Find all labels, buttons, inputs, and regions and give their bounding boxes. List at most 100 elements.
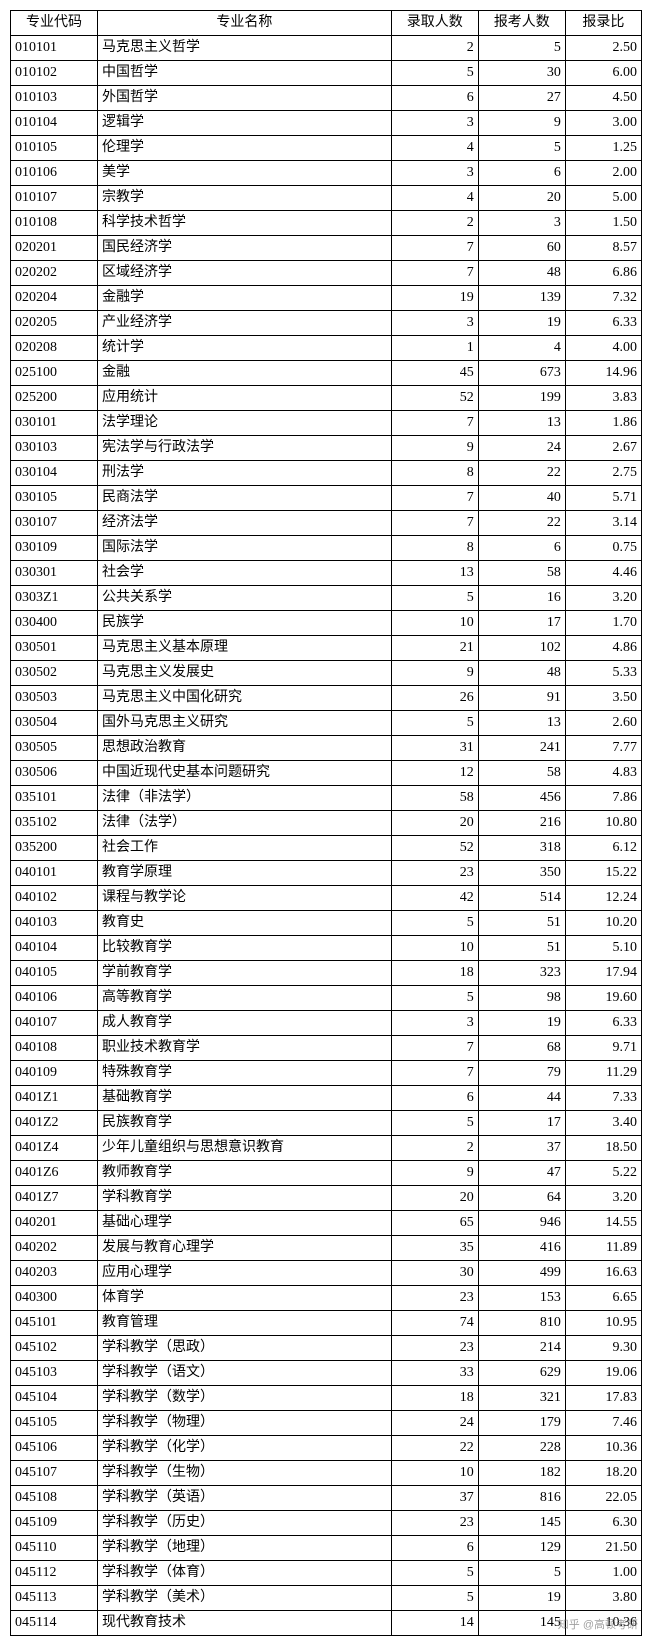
cell: 3.40 [565, 1111, 641, 1136]
table-row: 0401Z1基础教育学6447.33 [11, 1086, 642, 1111]
cell: 3.50 [565, 686, 641, 711]
cell: 8 [391, 536, 478, 561]
cell: 7 [391, 511, 478, 536]
cell: 19 [478, 1586, 565, 1611]
table-row: 030503马克思主义中国化研究26913.50 [11, 686, 642, 711]
table-row: 035200社会工作523186.12 [11, 836, 642, 861]
cell: 045112 [11, 1561, 98, 1586]
cell: 37 [478, 1136, 565, 1161]
cell: 030104 [11, 461, 98, 486]
cell: 040104 [11, 936, 98, 961]
cell: 318 [478, 836, 565, 861]
table-row: 045104学科教学（数学）1832117.83 [11, 1386, 642, 1411]
cell: 020204 [11, 286, 98, 311]
cell: 010104 [11, 111, 98, 136]
cell: 11.29 [565, 1061, 641, 1086]
cell: 教师教育学 [98, 1161, 392, 1186]
table-row: 045101教育管理7481010.95 [11, 1311, 642, 1336]
cell: 美学 [98, 161, 392, 186]
table-row: 045108学科教学（英语）3781622.05 [11, 1486, 642, 1511]
cell: 040109 [11, 1061, 98, 1086]
cell: 65 [391, 1211, 478, 1236]
cell: 10 [391, 611, 478, 636]
cell: 公共关系学 [98, 586, 392, 611]
header-apply: 报考人数 [478, 11, 565, 36]
cell: 学科教学（美术） [98, 1586, 392, 1611]
cell: 8 [391, 461, 478, 486]
cell: 3.20 [565, 1186, 641, 1211]
cell: 030505 [11, 736, 98, 761]
table-row: 045107学科教学（生物）1018218.20 [11, 1461, 642, 1486]
cell: 4.46 [565, 561, 641, 586]
cell: 宗教学 [98, 186, 392, 211]
cell: 020202 [11, 261, 98, 286]
cell: 教育史 [98, 911, 392, 936]
cell: 37 [391, 1486, 478, 1511]
cell: 5 [391, 586, 478, 611]
cell: 外国哲学 [98, 86, 392, 111]
cell: 比较教育学 [98, 936, 392, 961]
table-row: 040202发展与教育心理学3541611.89 [11, 1236, 642, 1261]
cell: 法学理论 [98, 411, 392, 436]
cell: 5.33 [565, 661, 641, 686]
cell: 030502 [11, 661, 98, 686]
cell: 42 [391, 886, 478, 911]
cell: 9 [391, 1161, 478, 1186]
cell: 040108 [11, 1036, 98, 1061]
cell: 4 [391, 136, 478, 161]
cell: 14 [391, 1611, 478, 1636]
cell: 030103 [11, 436, 98, 461]
table-row: 040104比较教育学10515.10 [11, 936, 642, 961]
cell: 9 [391, 436, 478, 461]
table-row: 030107经济法学7223.14 [11, 511, 642, 536]
cell: 民族学 [98, 611, 392, 636]
cell: 应用心理学 [98, 1261, 392, 1286]
cell: 2.67 [565, 436, 641, 461]
cell: 030101 [11, 411, 98, 436]
table-row: 0401Z2民族教育学5173.40 [11, 1111, 642, 1136]
cell: 045108 [11, 1486, 98, 1511]
table-header: 专业代码 专业名称 录取人数 报考人数 报录比 [11, 11, 642, 36]
cell: 8.57 [565, 236, 641, 261]
cell: 040201 [11, 1211, 98, 1236]
cell: 5.71 [565, 486, 641, 511]
cell: 10.95 [565, 1311, 641, 1336]
cell: 2.00 [565, 161, 641, 186]
table-body: 010101马克思主义哲学252.50010102中国哲学5306.000101… [11, 36, 642, 1636]
cell: 马克思主义中国化研究 [98, 686, 392, 711]
cell: 7.33 [565, 1086, 641, 1111]
table-row: 0303Z1公共关系学5163.20 [11, 586, 642, 611]
cell: 产业经济学 [98, 311, 392, 336]
cell: 20 [478, 186, 565, 211]
cell: 18.20 [565, 1461, 641, 1486]
cell: 145 [478, 1511, 565, 1536]
cell: 6.65 [565, 1286, 641, 1311]
cell: 社会工作 [98, 836, 392, 861]
table-row: 030505思想政治教育312417.77 [11, 736, 642, 761]
table-row: 045106学科教学（化学）2222810.36 [11, 1436, 642, 1461]
cell: 教育学原理 [98, 861, 392, 886]
cell: 现代教育技术 [98, 1611, 392, 1636]
table-row: 030501马克思主义基本原理211024.86 [11, 636, 642, 661]
cell: 030107 [11, 511, 98, 536]
table-row: 040203应用心理学3049916.63 [11, 1261, 642, 1286]
cell: 21.50 [565, 1536, 641, 1561]
cell: 182 [478, 1461, 565, 1486]
cell: 030501 [11, 636, 98, 661]
cell: 040203 [11, 1261, 98, 1286]
table-row: 020202区域经济学7486.86 [11, 261, 642, 286]
cell: 010101 [11, 36, 98, 61]
cell: 3.00 [565, 111, 641, 136]
cell: 010103 [11, 86, 98, 111]
cell: 19 [391, 286, 478, 311]
cell: 金融学 [98, 286, 392, 311]
cell: 102 [478, 636, 565, 661]
cell: 3 [391, 311, 478, 336]
cell: 6.33 [565, 1011, 641, 1036]
cell: 2 [391, 211, 478, 236]
cell: 4 [478, 336, 565, 361]
cell: 52 [391, 386, 478, 411]
cell: 48 [478, 261, 565, 286]
table-row: 010106美学362.00 [11, 161, 642, 186]
cell: 5 [478, 136, 565, 161]
